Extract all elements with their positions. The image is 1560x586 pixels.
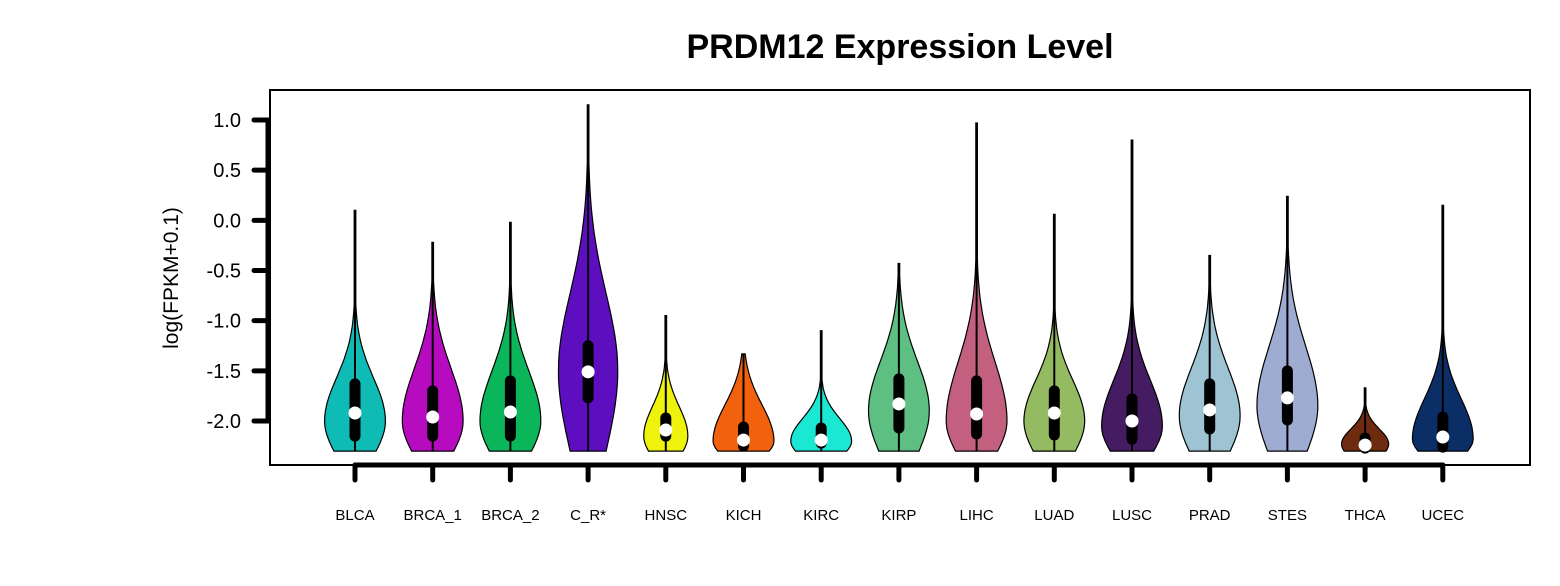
violin-thca [1340, 387, 1390, 454]
y-axis-label: log(FPKM+0.1) [160, 207, 183, 349]
violin-brca_1 [401, 241, 464, 452]
violin-lihc [945, 122, 1008, 452]
violin-median-point [426, 410, 440, 424]
x-tick-label: HNSC [645, 507, 688, 524]
x-tick-label: UCEC [1422, 507, 1465, 524]
violin-median-point [348, 406, 362, 420]
violin-median-point [1047, 406, 1061, 420]
x-tick-label: BRCA_1 [404, 507, 462, 524]
violin-kirp [867, 262, 930, 452]
violin-luad [1023, 213, 1086, 452]
violin-median-point [1436, 430, 1450, 444]
violin-median-point [1125, 414, 1139, 428]
x-axis: BLCA BRCA_1 BRCA_2 C_R* HNSC KICH KIRC KIRP LIHC… [335, 462, 1465, 524]
violin-median-point [581, 365, 595, 379]
violin-median-point [970, 407, 984, 421]
violin-median-point [503, 405, 517, 419]
violin-blca [324, 209, 386, 452]
x-tick-label: KIRP [881, 507, 916, 524]
violin-stes [1256, 195, 1319, 452]
x-tick-label: KIRC [803, 507, 839, 524]
violin-kirc [790, 330, 853, 452]
violin-median-point [737, 433, 750, 447]
violin-layer [324, 104, 1474, 454]
y-axis: 1.0 0.5 0.0 -0.5 -1.0 -1.5 -2.0 [207, 110, 271, 433]
x-tick-label: LUAD [1034, 507, 1074, 524]
x-tick-label: BLCA [335, 507, 374, 524]
violin-median-point [892, 397, 906, 411]
x-tick-label: LUSC [1112, 507, 1152, 524]
violin-c_r* [557, 104, 619, 452]
violin-median-point [1358, 438, 1372, 452]
violin-kich [712, 353, 775, 452]
y-tick-label: 1.0 [213, 110, 241, 132]
x-tick-label: STES [1268, 507, 1307, 524]
x-tick-label: C_R* [570, 507, 606, 524]
x-tick-label: THCA [1345, 507, 1386, 524]
y-tick-label: -2.0 [207, 411, 241, 433]
violin-ucec [1411, 204, 1474, 453]
y-tick-label: -0.5 [207, 261, 241, 283]
violin-hnsc [643, 315, 689, 452]
violin-median-point [1280, 391, 1294, 405]
x-tick-label: LIHC [960, 507, 994, 524]
violin-lusc [1100, 139, 1164, 452]
violin-prad [1178, 254, 1241, 452]
x-tick-label: PRAD [1189, 507, 1231, 524]
x-tick-label: KICH [726, 507, 762, 524]
violin-median-point [1203, 403, 1217, 417]
y-tick-label: 0.5 [213, 160, 241, 182]
y-tick-label: -1.5 [207, 361, 241, 383]
violin-median-point [814, 433, 828, 447]
y-tick-label: 0.0 [213, 210, 241, 232]
violin-median-point [659, 423, 673, 437]
y-tick-label: -1.0 [207, 311, 241, 333]
violin-brca_2 [479, 221, 542, 452]
x-tick-label: BRCA_2 [481, 507, 539, 524]
chart-title: PRDM12 Expression Level [686, 28, 1113, 66]
